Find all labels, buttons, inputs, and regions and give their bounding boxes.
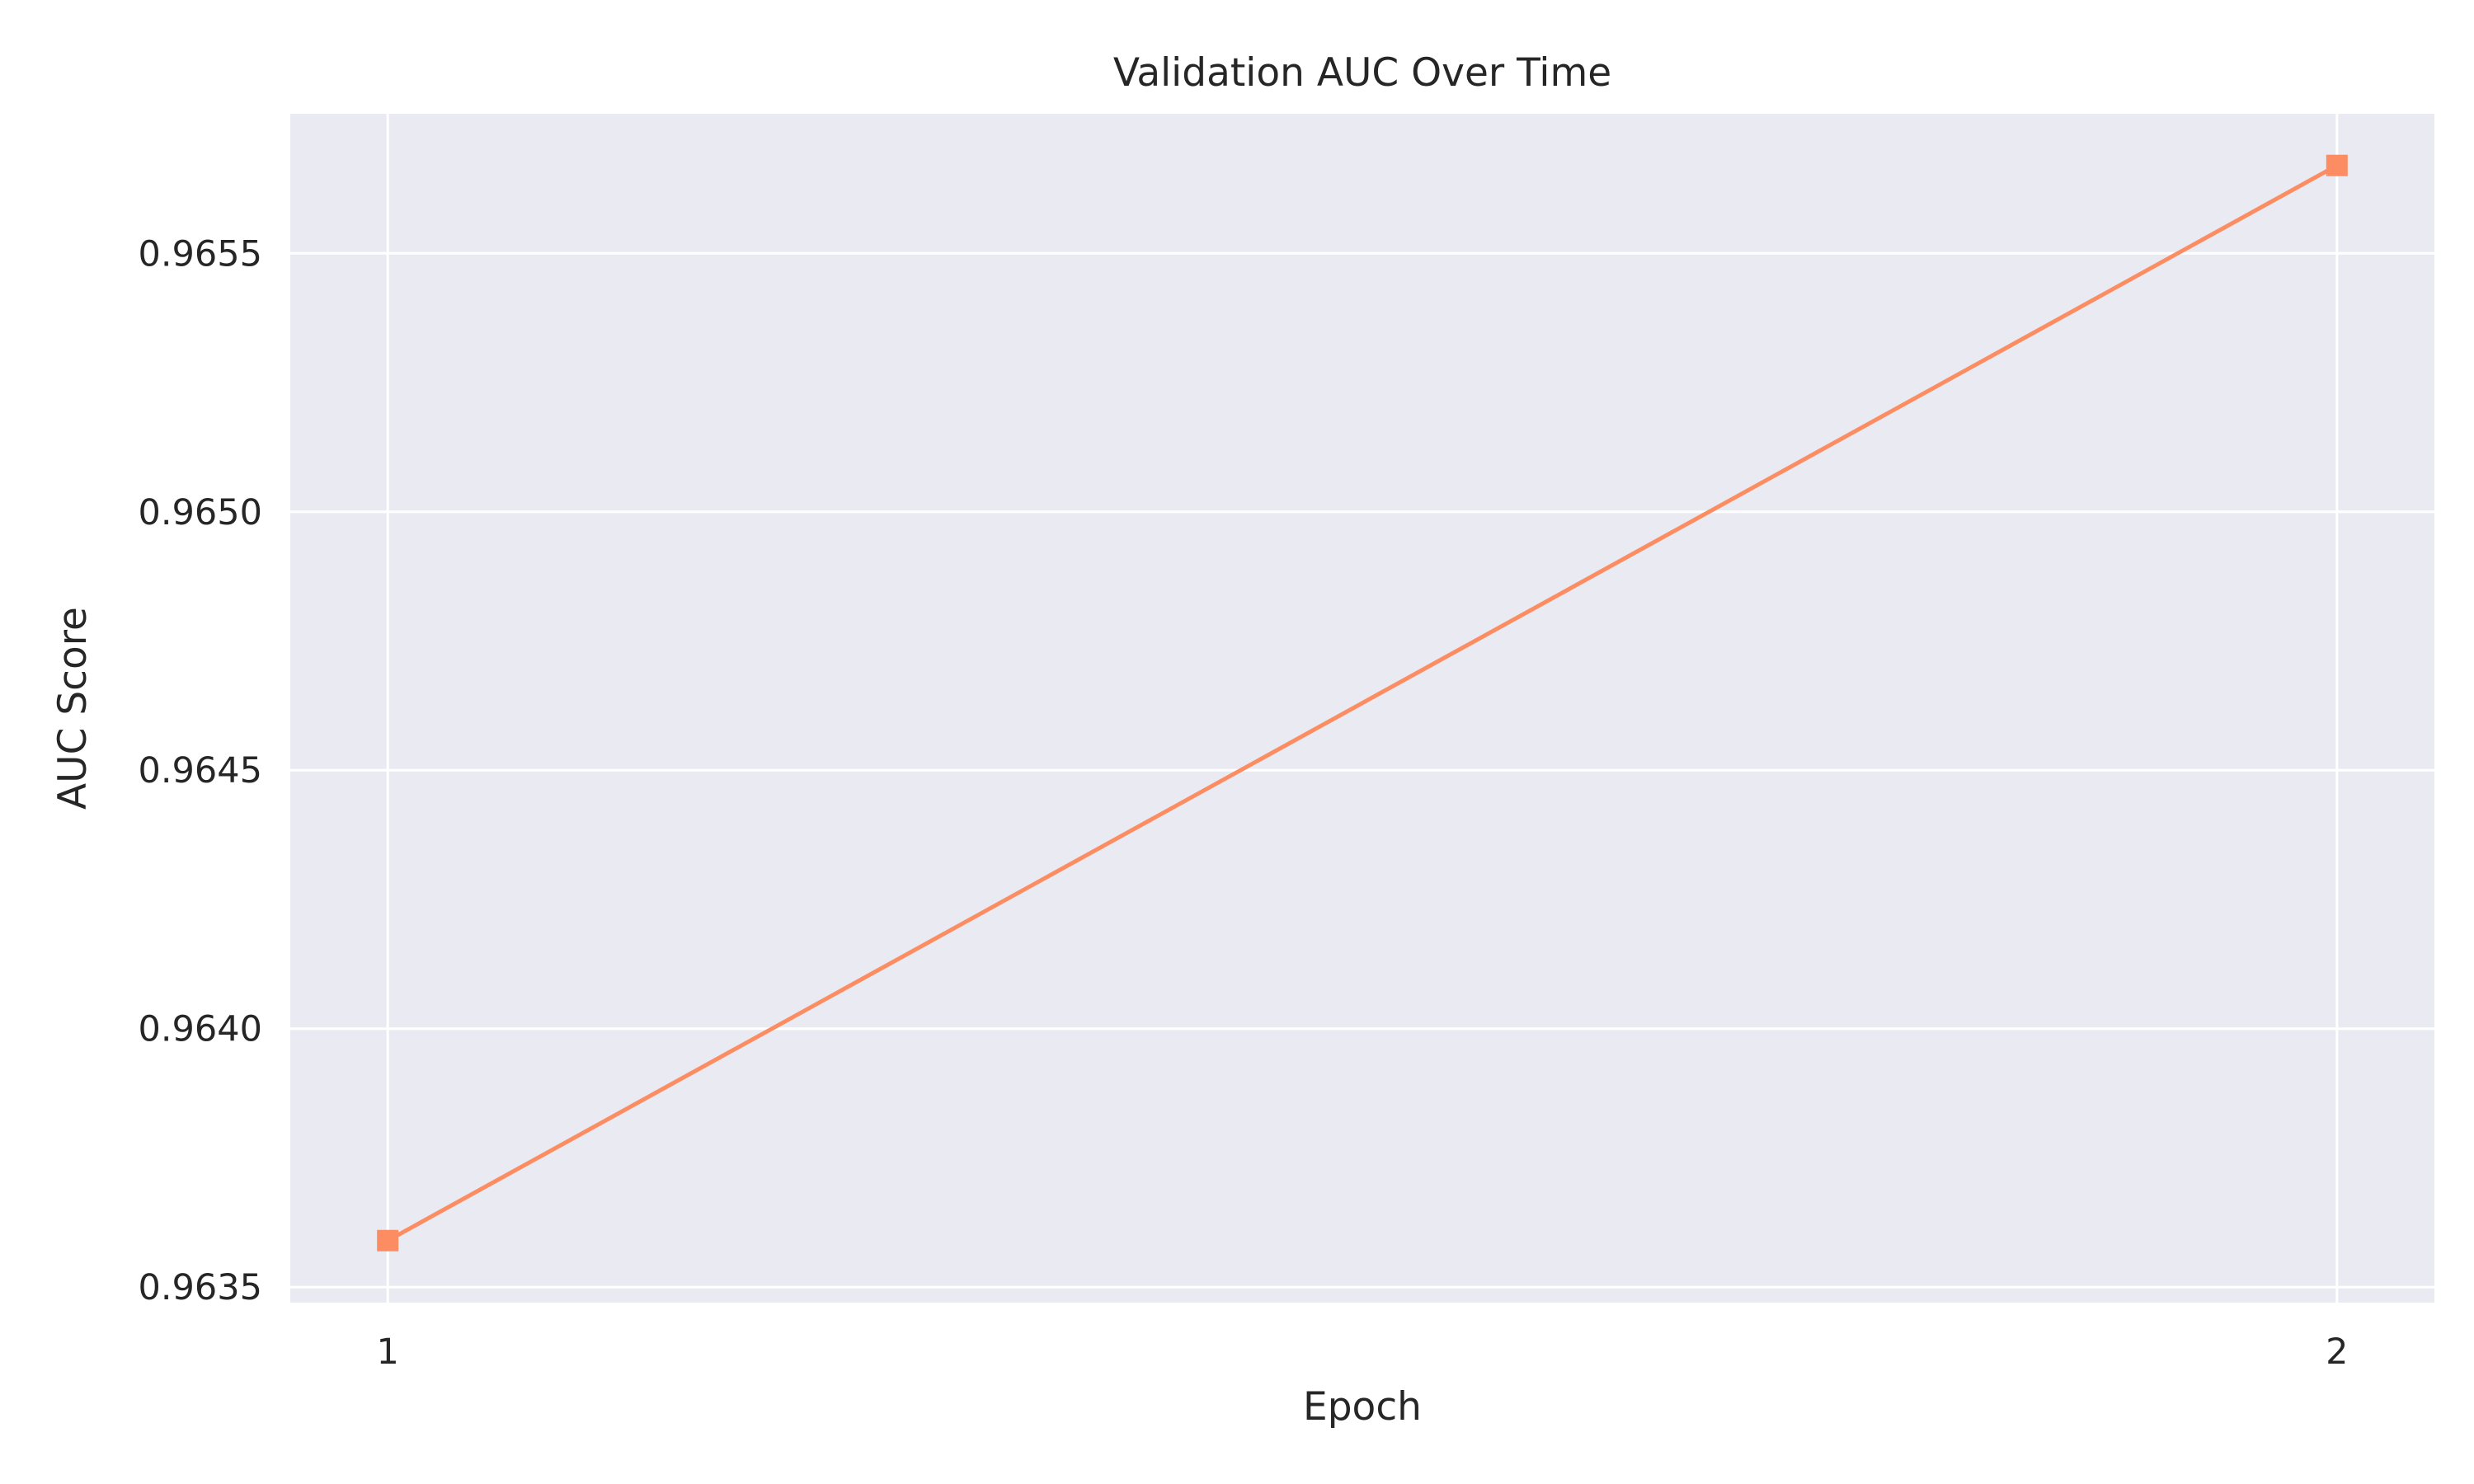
grid-lines (290, 114, 2434, 1303)
y-tick-label: 0.9645 (139, 750, 262, 791)
x-tick-label: 1 (377, 1331, 399, 1373)
tick-labels: 0.9635 0.9640 0.9645 0.9650 0.9655 1 2 (139, 233, 2349, 1373)
chart-title: Validation AUC Over Time (1113, 50, 1611, 96)
y-axis-label: AUC Score (50, 607, 96, 810)
y-tick-label: 0.9650 (139, 492, 262, 533)
y-tick-label: 0.9635 (139, 1267, 262, 1308)
y-tick-label: 0.9640 (139, 1009, 262, 1050)
x-axis-label: Epoch (1303, 1384, 1422, 1430)
series-line (385, 163, 2340, 1243)
data-point-marker (2326, 154, 2348, 176)
plot-area (290, 114, 2434, 1303)
series-layer (377, 154, 2348, 1252)
x-tick-label: 2 (2326, 1331, 2348, 1373)
y-tick-label: 0.9655 (139, 233, 262, 275)
data-point-marker (377, 1229, 399, 1252)
